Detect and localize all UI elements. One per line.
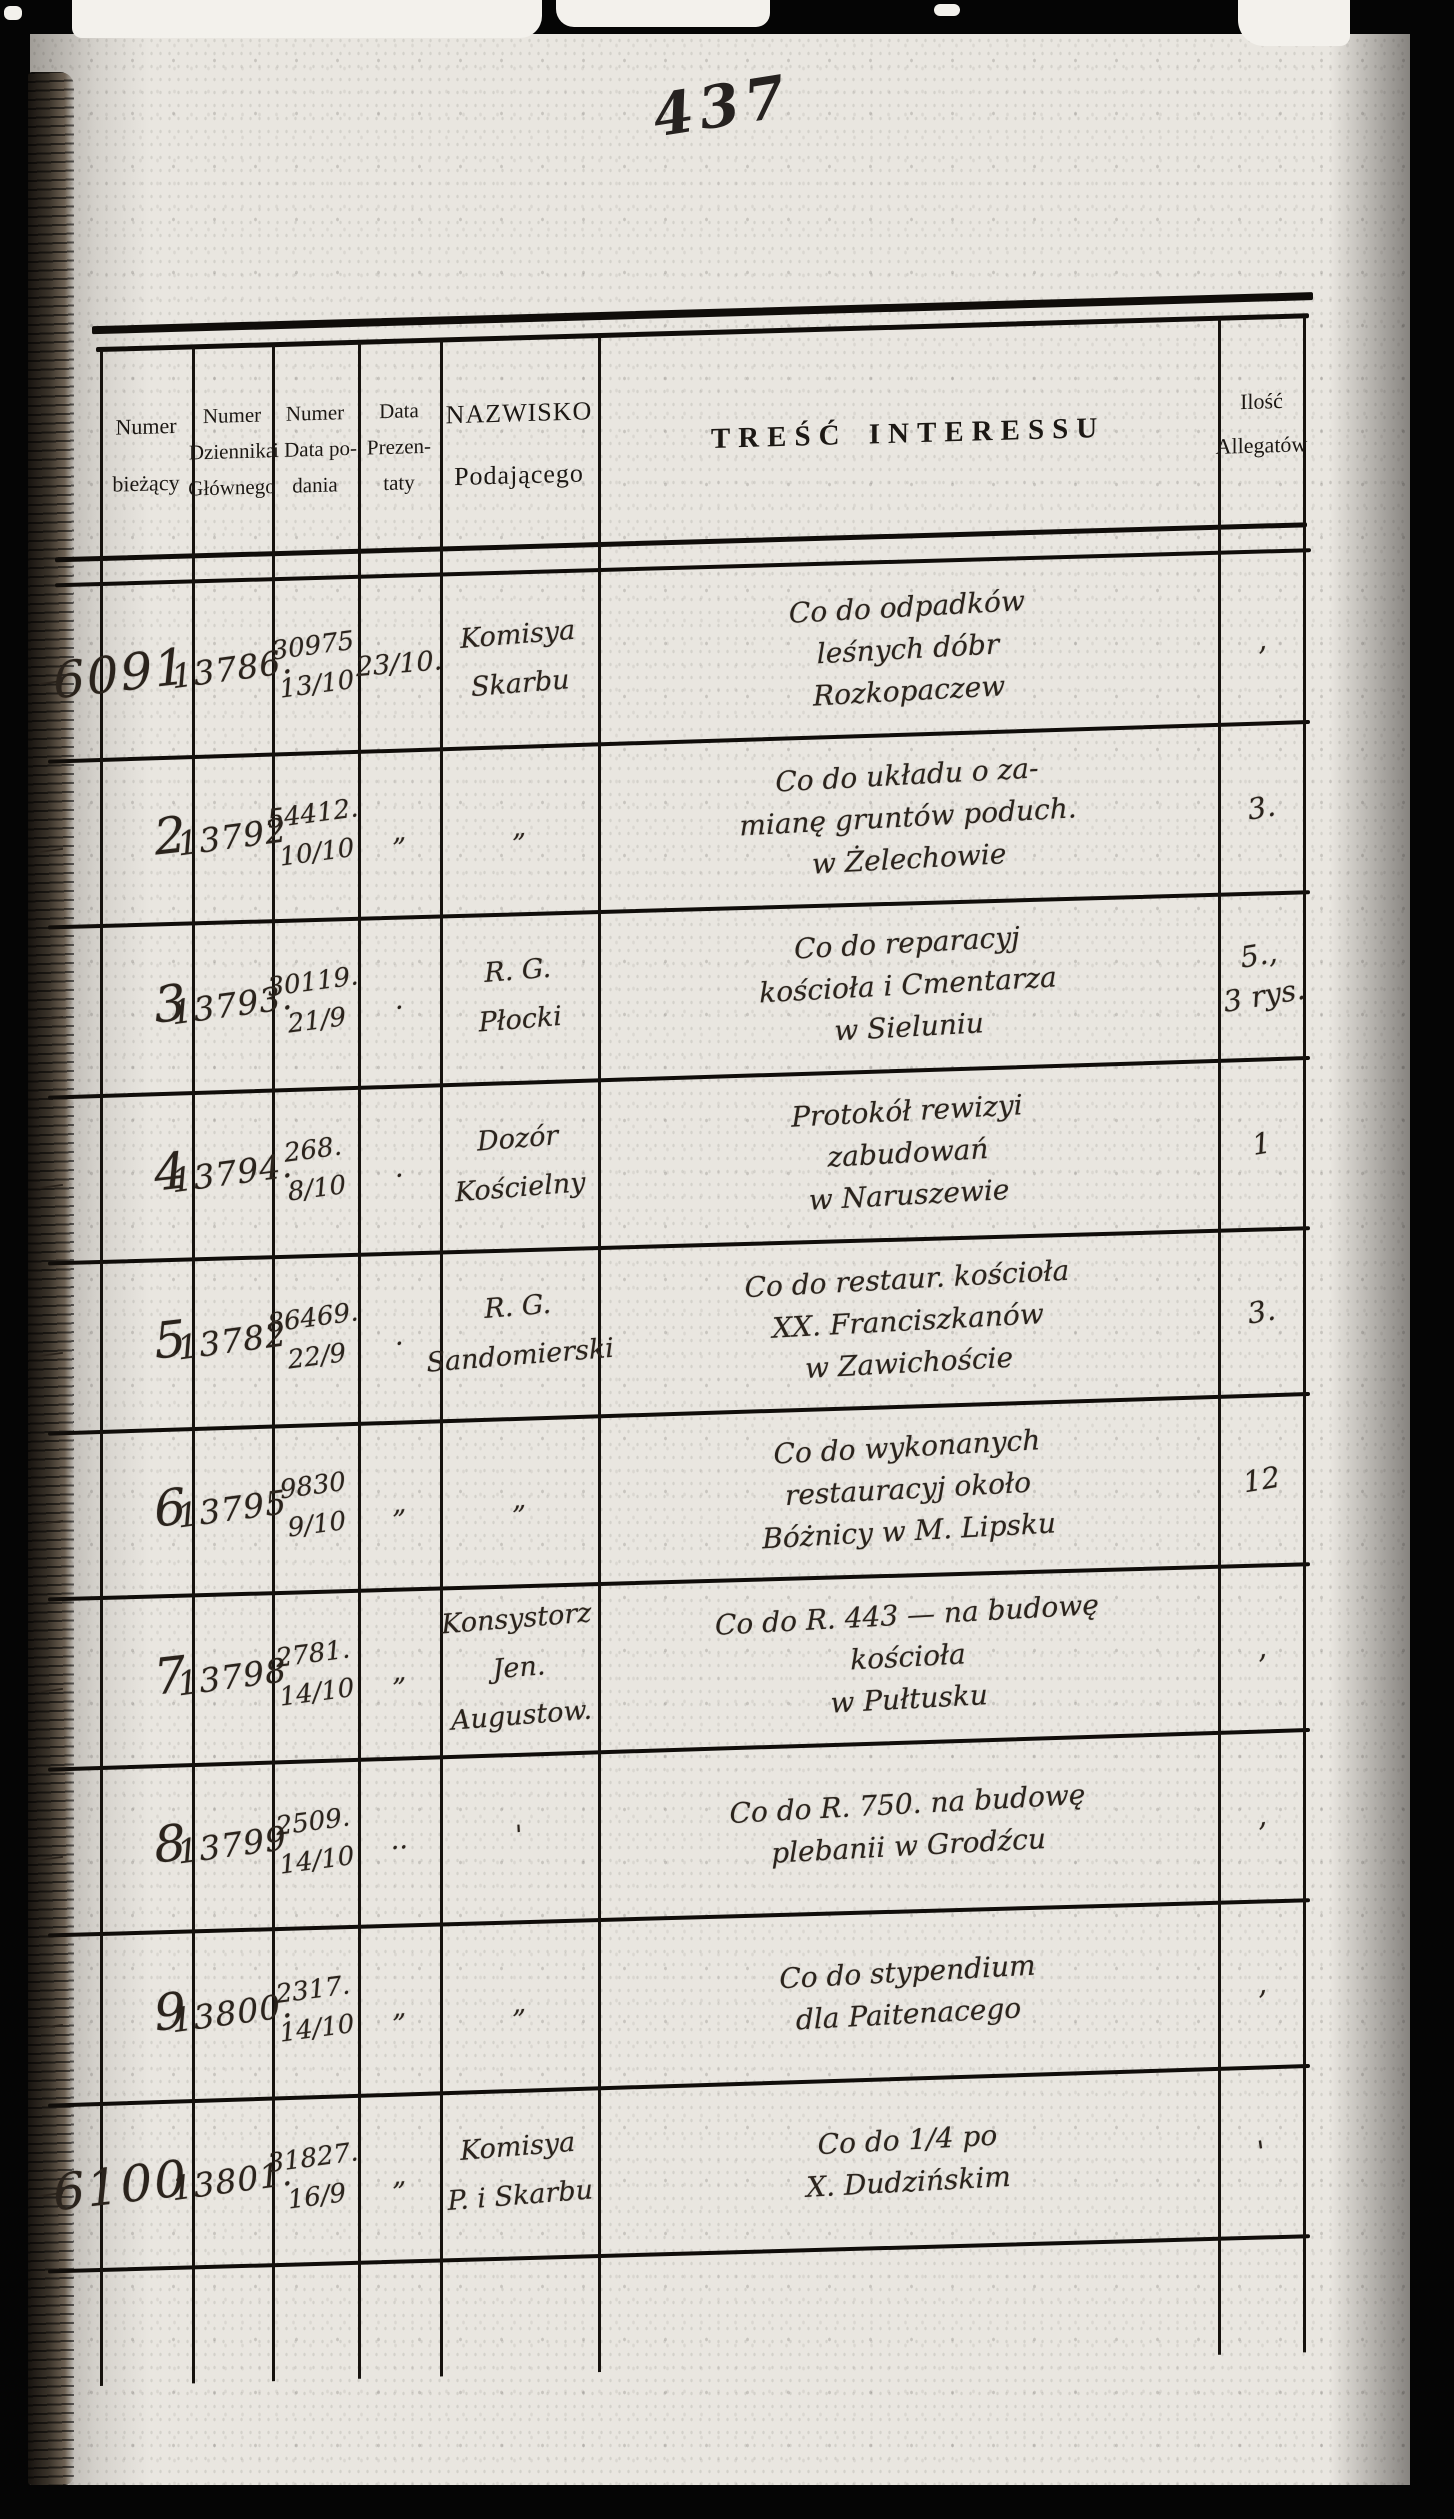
cell-data-prezentaty: . [393, 983, 405, 1016]
cell-tresc: Co do R. 750. na budowę plebanii w Grodź… [729, 1777, 1086, 1870]
cell-ilosc-allegatow: 3. [1245, 1292, 1278, 1331]
header-numer-data-podania: Numer i Data po- dania [273, 400, 357, 498]
torn-paper-edge [556, 0, 770, 27]
margin-mark: — [36, 1169, 66, 1203]
cell-numer-data-podania: 268. 8/10 [282, 1131, 348, 1208]
cell-data-prezentaty: . [393, 1151, 405, 1184]
cell-ilosc-allegatow: , [1254, 1629, 1269, 1665]
margin-mark: — [36, 1673, 66, 1707]
cell-data-prezentaty: 23/10. [355, 644, 443, 683]
cell-nazwisko: R. G. Płocki [477, 953, 563, 1039]
cell-nazwisko: Komisya Skarbu [459, 615, 576, 704]
cell-numer-data-podania: 31827. 16/9 [266, 2137, 360, 2216]
margin-mark: — [36, 833, 66, 867]
cell-ilosc-allegatow: , [1254, 1797, 1269, 1833]
cell-nazwisko: „ [511, 811, 527, 844]
cell-numer-data-podania: 2317. 14/10 [274, 1970, 356, 2049]
header-numer-biezacy: Numer bieżący [112, 412, 180, 497]
torn-paper-edge [72, 0, 542, 38]
cell-numer-data-podania: 30975 13/10 [270, 625, 356, 705]
cell-data-prezentaty: „ [391, 1655, 407, 1688]
cell-numer-data-podania: 54412. 10/10 [266, 793, 360, 873]
cell-nazwisko: R. G. Sandomierski [425, 1289, 615, 1379]
register-rows: — 6091 13786. 30975 13/10 23/10. Komisya… [37, 554, 1308, 2268]
margin-mark: — [36, 1001, 66, 1035]
cell-tresc: Co do wykonanych restauracyj około Bóżni… [761, 1423, 1057, 1556]
cell-nazwisko: „ [511, 1483, 527, 1516]
page-right-edge-shadow [1330, 34, 1410, 2485]
cell-nazwisko: Dozór Kościelny [454, 1120, 587, 1209]
table-header-row: Numer bieżący Numer Dziennika Głównego N… [100, 322, 1308, 556]
torn-paper-edge [934, 4, 960, 16]
margin-mark: — [36, 1505, 66, 1539]
margin-mark: — [36, 1841, 66, 1875]
cell-tresc: Co do stypendium dla Paitenacego [778, 1948, 1036, 2037]
cell-nazwisko: „ [511, 1987, 527, 2020]
scanned-page [30, 34, 1410, 2485]
cell-tresc: Co do restaur. kościoła XX. Franciszkanó… [744, 1253, 1070, 1385]
cell-data-prezentaty: „ [391, 815, 407, 848]
cell-nazwisko: Konsystorz Jen. Augustow. [440, 1597, 593, 1738]
cell-tresc: Co do układu o za- mianę gruntów poduch.… [738, 751, 1078, 881]
cell-numer-data-podania: 2509. 14/10 [274, 1802, 356, 1881]
cell-data-prezentaty: .. [389, 1823, 409, 1856]
cell-data-prezentaty: „ [391, 1487, 407, 1520]
header-data-prezentaty: Data Prezen- taty [366, 398, 432, 495]
book-spine [28, 72, 74, 2485]
cell-tresc: Co do odpadków leśnych dóbr Rozkopaczew [788, 584, 1026, 713]
cell-ilosc-allegatow: 5., 3 rys. [1221, 935, 1308, 1019]
cell-tresc: Co do R. 443 — na budowę kościoła w Pułt… [714, 1588, 1100, 1720]
cell-data-prezentaty: „ [391, 1991, 407, 2024]
cell-tresc: Co do reparacyj kościoła i Cmentarza w S… [758, 920, 1058, 1048]
cell-tresc: Co do 1/4 po X. Dudzińskim [805, 2118, 1012, 2204]
header-numer-dziennika: Numer Dziennika Głównego [188, 402, 276, 501]
cell-ilosc-allegatow: 12 [1240, 1459, 1283, 1500]
cell-ilosc-allegatow: , [1254, 621, 1269, 657]
cell-ilosc-allegatow: ' [1255, 2133, 1268, 2169]
cell-nazwisko: Komisya P. i Skarbu [446, 2127, 594, 2218]
cell-numer-data-podania: 86469. 22/9 [266, 1297, 360, 1376]
cell-ilosc-allegatow: 1 [1249, 1124, 1273, 1162]
torn-paper-edge [4, 6, 22, 20]
register-row: — 6100 13801. 31827. 16/9 „ Komisya P. i… [37, 2066, 1305, 2268]
header-ilosc-allegatow: Ilość Allegatów [1215, 387, 1308, 459]
cell-data-prezentaty: „ [391, 2159, 407, 2192]
cell-ilosc-allegatow: 3. [1245, 788, 1278, 827]
cell-numer-data-podania: 2781. 14/10 [274, 1634, 356, 1713]
cell-numer-data-podania: 30119. 21/9 [266, 961, 360, 1040]
cell-nazwisko: ' [514, 1819, 524, 1852]
margin-mark: — [36, 2009, 66, 2043]
cell-tresc: Protokół rewizyi zabudowań w Naruszewie [790, 1088, 1023, 1217]
cell-ilosc-allegatow: , [1254, 1965, 1269, 2001]
header-nazwisko-podajacego: NAZWISKO Podającego [445, 395, 593, 492]
margin-mark: — [36, 1337, 66, 1371]
cell-numer-data-podania: 9830 9/10 [278, 1466, 348, 1544]
torn-paper-edge [1238, 0, 1350, 46]
header-tresc-interessu: TREŚĆ INTERESSU [710, 411, 1106, 455]
